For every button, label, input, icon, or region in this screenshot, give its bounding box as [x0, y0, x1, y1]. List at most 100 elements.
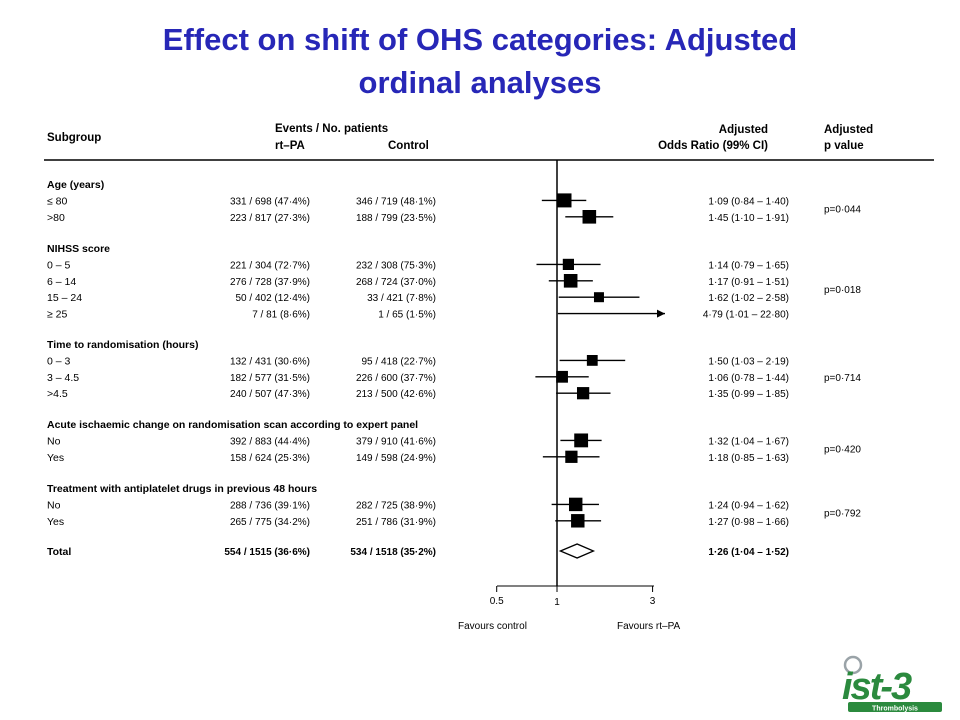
rtpa-count: 265 / 775 (34·2%) — [230, 517, 310, 528]
rtpa-count: 221 / 304 (72·7%) — [230, 260, 310, 271]
rtpa-count: 50 / 402 (12·4%) — [236, 293, 311, 304]
control-count: 251 / 786 (31·9%) — [356, 517, 436, 528]
or-marker — [593, 292, 604, 303]
or-ci-text: 1·24 (0·94 – 1·62) — [708, 500, 789, 511]
control-count: 95 / 418 (22·7%) — [362, 356, 437, 367]
p-value: p=0·714 — [824, 373, 861, 384]
tick-label-3: 3 — [650, 596, 656, 607]
header-p-1: Adjusted — [824, 124, 873, 136]
control-count: 1 / 65 (1·5%) — [378, 310, 436, 321]
header-events: Events / No. patients — [275, 123, 388, 135]
row-label: 0 – 3 — [47, 355, 71, 367]
row-label: >80 — [47, 212, 65, 224]
group-title: NIHSS score — [47, 243, 110, 255]
group-title: Age (years) — [47, 179, 104, 191]
rtpa-count: 392 / 883 (44·4%) — [230, 436, 310, 447]
logo-bar — [848, 702, 942, 712]
row-label: 15 – 24 — [47, 292, 82, 304]
header-or-1: Adjusted — [719, 124, 768, 136]
row-label: Yes — [47, 516, 64, 528]
rtpa-count: 7 / 81 (8·6%) — [252, 310, 310, 321]
control-count: 268 / 724 (37·0%) — [356, 277, 436, 288]
or-marker — [565, 450, 578, 463]
or-ci-text: 1·62 (1·02 – 2·58) — [708, 293, 789, 304]
p-value: p=0·044 — [824, 205, 861, 216]
or-ci-text: 1·14 (0·79 – 1·65) — [708, 260, 789, 271]
or-ci-text: 1·45 (1·10 – 1·91) — [708, 213, 789, 224]
p-value: p=0·018 — [824, 285, 861, 296]
rtpa-count: 132 / 431 (30·6%) — [230, 356, 310, 367]
row-label: Yes — [47, 452, 64, 464]
or-marker — [586, 355, 598, 366]
rtpa-count: 288 / 736 (39·1%) — [230, 500, 310, 511]
rtpa-count: 158 / 624 (25·3%) — [230, 453, 310, 464]
group-title: Acute ischaemic change on randomisation … — [47, 419, 418, 431]
group-title: Treatment with antiplatelet drugs in pre… — [47, 483, 317, 495]
or-ci-text: 1·27 (0·98 – 1·66) — [708, 517, 789, 528]
total-label: Total — [47, 546, 71, 558]
control-count: 282 / 725 (38·9%) — [356, 500, 436, 511]
or-marker — [563, 274, 578, 288]
tick-label-1: 1 — [554, 597, 560, 608]
total-diamond — [558, 543, 596, 559]
control-count: 213 / 500 (42·6%) — [356, 389, 436, 400]
title-line-2: ordinal analyses — [358, 65, 602, 100]
forest-rows: Age (years) ≤ 80 331 / 698 (47·4%) 346 / 71… — [47, 179, 861, 559]
rtpa-count: 276 / 728 (37·9%) — [230, 277, 310, 288]
header-subgroup: Subgroup — [47, 132, 101, 144]
or-ci-text: 1·18 (0·85 – 1·63) — [708, 453, 789, 464]
or-marker — [568, 497, 583, 512]
total-control-count: 534 / 1518 (35·2%) — [350, 547, 436, 558]
logo-wordmark: ist-3 — [842, 666, 912, 708]
row-label: No — [47, 435, 61, 447]
or-ci-text: 1·35 (0·99 – 1·85) — [708, 389, 789, 400]
header-p-2: p value — [824, 140, 864, 152]
or-marker — [574, 433, 589, 448]
or-ci-text: 1·50 (1·03 – 2·19) — [708, 356, 789, 367]
or-marker — [582, 210, 597, 224]
control-count: 188 / 799 (23·5%) — [356, 213, 436, 224]
or-marker — [571, 514, 585, 528]
row-label: 3 – 4.5 — [47, 372, 79, 384]
header-or-2: Odds Ratio (99% CI) — [658, 140, 768, 152]
p-value: p=0·420 — [824, 445, 861, 456]
row-label: ≤ 80 — [47, 195, 68, 207]
rtpa-count: 331 / 698 (47·4%) — [230, 196, 310, 207]
logo-subtext: Thrombolysis — [872, 706, 918, 713]
total-or-ci-text: 1·26 (1·04 – 1·52) — [708, 547, 789, 558]
row-label: 0 – 5 — [47, 259, 71, 271]
control-count: 226 / 600 (37·7%) — [356, 373, 436, 384]
rtpa-count: 182 / 577 (31·5%) — [230, 373, 310, 384]
or-ci-text: 1·32 (1·04 – 1·67) — [708, 436, 789, 447]
or-ci-text: 1·17 (0·91 – 1·51) — [708, 277, 789, 288]
or-ci-text: 1·06 (0·78 – 1·44) — [708, 373, 789, 384]
row-label: 6 – 14 — [47, 276, 76, 288]
rtpa-count: 240 / 507 (47·3%) — [230, 389, 310, 400]
row-label: >4.5 — [47, 388, 68, 400]
p-value: p=0·792 — [824, 509, 861, 520]
tick-label-0-5: 0.5 — [490, 596, 504, 607]
control-count: 379 / 910 (41·6%) — [356, 436, 436, 447]
rtpa-count: 223 / 817 (27·3%) — [230, 213, 310, 224]
row-label: ≥ 25 — [47, 309, 68, 321]
header-rtpa: rt–PA — [275, 140, 305, 152]
control-count: 232 / 308 (75·3%) — [356, 260, 436, 271]
row-label: No — [47, 499, 61, 511]
ist3-logo-graphic: ist-3 Thrombolysis — [842, 655, 942, 713]
header-control: Control — [388, 140, 429, 152]
or-marker — [556, 370, 568, 383]
or-marker — [562, 258, 574, 270]
control-count: 149 / 598 (24·9%) — [356, 453, 436, 464]
ci-arrow — [657, 309, 665, 318]
slide-title: Effect on shift of OHS categories: Adjus… — [0, 18, 960, 104]
or-ci-text: 1·09 (0·84 – 1·40) — [708, 196, 789, 207]
group-title: Time to randomisation (hours) — [47, 339, 198, 351]
total-rtpa-count: 554 / 1515 (36·6%) — [224, 547, 310, 558]
ist3-logo: ist-3 Thrombolysis — [836, 653, 948, 713]
favours-control-label: Favours control — [458, 621, 527, 632]
or-ci-text: 4·79 (1·01 – 22·80) — [703, 310, 789, 321]
or-marker — [557, 193, 572, 208]
title-line-1: Effect on shift of OHS categories: Adjus… — [162, 22, 798, 57]
control-count: 346 / 719 (48·1%) — [356, 196, 436, 207]
